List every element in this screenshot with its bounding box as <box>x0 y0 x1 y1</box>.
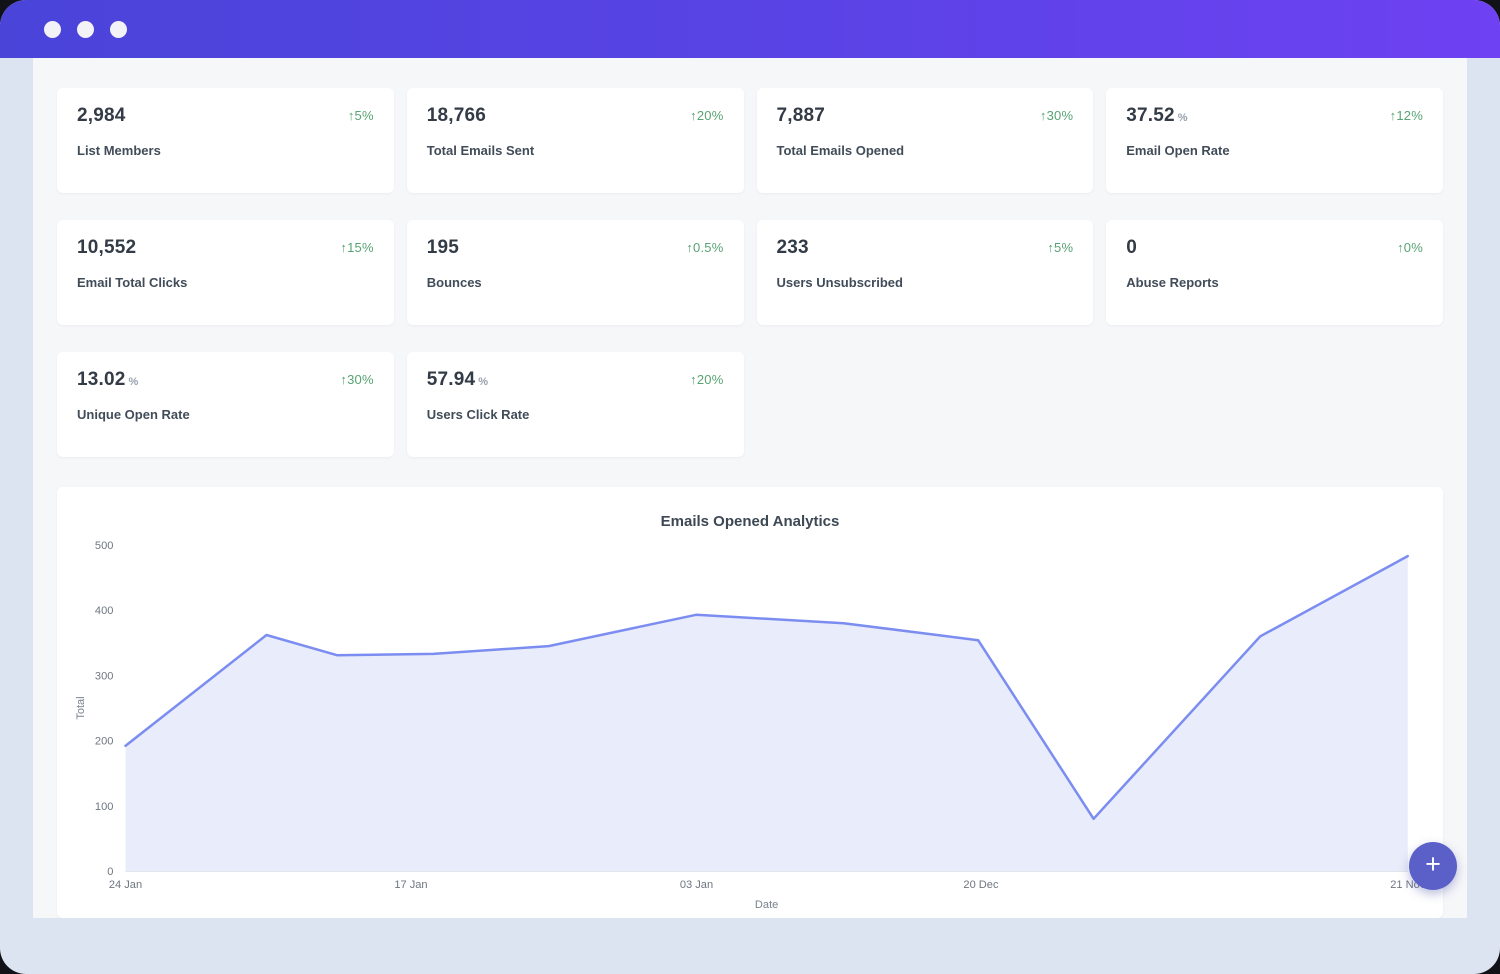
stat-delta: ↑0.5% <box>686 240 724 255</box>
stat-card-email-total-clicks: 10,552 ↑15% Email Total Clicks <box>57 220 394 325</box>
stat-card-bounces: 195 ↑0.5% Bounces <box>406 220 744 325</box>
y-tick-label: 200 <box>95 736 113 748</box>
stat-unit: % <box>128 376 139 388</box>
dashboard-content: 2,984 ↑5% List Members 18,766 ↑20% Total… <box>33 58 1467 918</box>
stat-delta: ↑30% <box>1039 108 1074 123</box>
stat-unit: % <box>478 376 489 388</box>
stat-delta: ↑12% <box>1389 108 1423 123</box>
stat-label: Email Total Clicks <box>77 275 188 290</box>
chart-title: Emails Opened Analytics <box>660 513 840 530</box>
stat-value: 57.94% <box>426 369 489 390</box>
stat-card-unique-open-rate: 13.02% ↑30% Unique Open Rate <box>57 352 394 457</box>
stat-value: 2,984 <box>77 105 126 126</box>
y-tick-label: 400 <box>95 605 113 617</box>
stat-card-total-emails-sent: 18,766 ↑20% Total Emails Sent <box>406 88 744 193</box>
window-titlebar <box>0 0 1500 58</box>
x-tick-label: 17 Jan <box>394 879 427 891</box>
stats-grid: 2,984 ↑5% List Members 18,766 ↑20% Total… <box>57 88 1443 457</box>
y-tick-label: 0 <box>107 866 113 878</box>
stat-card-abuse-reports: 0 ↑0% Abuse Reports <box>1106 220 1443 325</box>
stat-value: 18,766 <box>426 105 487 126</box>
window-dot-3[interactable] <box>110 20 127 38</box>
stat-label: Users Click Rate <box>426 407 530 422</box>
y-tick-label: 500 <box>95 540 113 552</box>
y-axis-title: Total <box>75 696 87 719</box>
stat-label: List Members <box>77 143 161 158</box>
stat-label: Total Emails Sent <box>426 143 535 158</box>
stat-delta: ↑20% <box>690 372 724 387</box>
stat-value: 37.52% <box>1126 105 1188 126</box>
stat-delta: ↑20% <box>690 108 724 123</box>
stat-value: 10,552 <box>77 237 137 258</box>
window-dot-2[interactable] <box>77 20 94 38</box>
stat-card-users-unsubscribed: 233 ↑5% Users Unsubscribed <box>756 220 1094 325</box>
x-tick-label: 20 Dec <box>963 879 999 891</box>
y-tick-label: 300 <box>95 670 113 682</box>
stat-label: Total Emails Opened <box>776 143 905 158</box>
x-tick-label: 21 Nov <box>1390 879 1426 891</box>
stat-delta: ↑0% <box>1397 240 1423 255</box>
stat-value: 233 <box>776 237 809 258</box>
stat-value: 7,887 <box>776 105 826 126</box>
chart-line-series <box>124 554 1410 821</box>
stat-delta: ↑15% <box>340 240 374 255</box>
stat-value: 0 <box>1126 237 1138 258</box>
stat-label: Users Unsubscribed <box>776 275 903 290</box>
stat-label: Unique Open Rate <box>77 407 190 422</box>
stat-value: 13.02% <box>77 369 139 390</box>
chart-canvas: 0 100 200 300 400 500 24 Jan 17 Jan 03 Jan 20 Dec… <box>75 540 1426 911</box>
stat-delta: ↑30% <box>340 372 374 387</box>
emails-opened-analytics-chart-card: Emails Opened Analytics 0 100 200 300 400 500… <box>57 487 1443 918</box>
x-tick-label: 24 Jan <box>109 879 142 891</box>
stat-label: Email Open Rate <box>1126 143 1230 158</box>
stat-card-email-open-rate: 37.52% ↑12% Email Open Rate <box>1106 88 1443 193</box>
stat-card-users-click-rate: 57.94% ↑20% Users Click Rate <box>406 352 744 457</box>
stat-label: Abuse Reports <box>1126 275 1219 290</box>
stat-unit: % <box>1177 112 1188 124</box>
plus-icon: + <box>1425 849 1441 879</box>
stat-label: Bounces <box>426 275 482 290</box>
window-dot-1[interactable] <box>44 20 61 38</box>
x-tick-label: 03 Jan <box>680 879 713 891</box>
stat-delta: ↑5% <box>1047 240 1074 255</box>
add-button[interactable]: + <box>1409 842 1457 890</box>
stat-delta: ↑5% <box>347 108 374 123</box>
chart-area-fill <box>125 556 1408 871</box>
stat-card-total-emails-opened: 7,887 ↑30% Total Emails Opened <box>756 88 1094 193</box>
stat-card-list-members: 2,984 ↑5% List Members <box>57 88 394 193</box>
stat-value: 195 <box>426 237 460 258</box>
x-axis-title: Date <box>755 899 778 911</box>
y-tick-label: 100 <box>95 801 113 813</box>
